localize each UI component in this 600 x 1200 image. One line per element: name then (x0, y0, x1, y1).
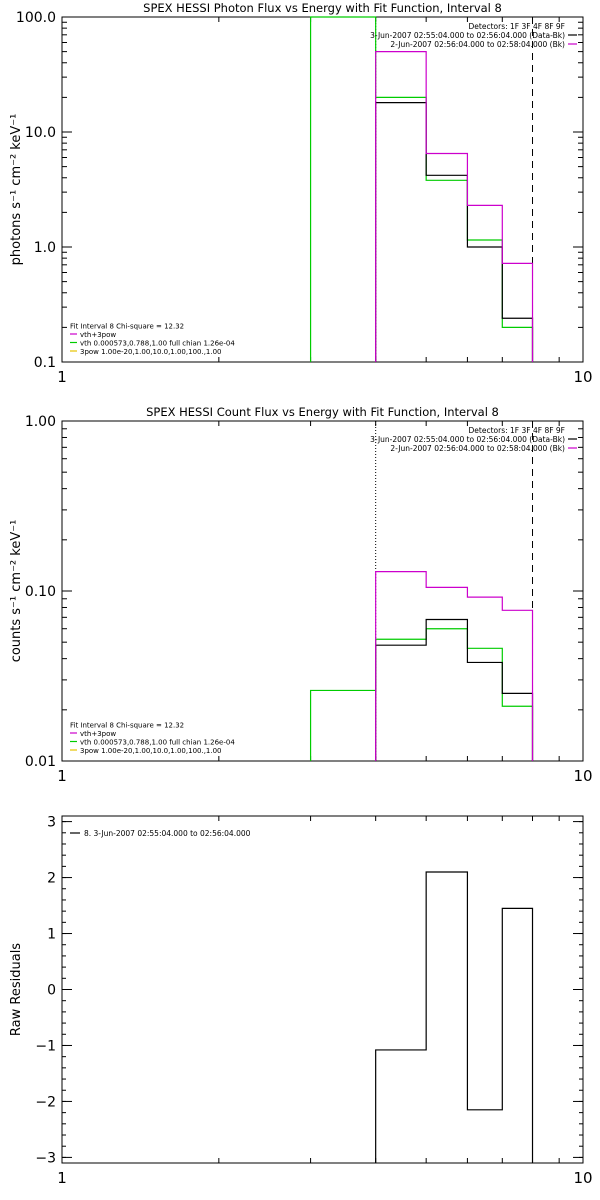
y-axis-label: photons s⁻¹ cm⁻² keV⁻¹ (9, 114, 24, 266)
y-tick-label: 10.0 (25, 125, 56, 141)
y-tick-label: 1.0 (34, 240, 56, 256)
chart-panel-count: SPEX HESSI Count Flux vs Energy with Fit… (9, 405, 593, 785)
x-tick-label: 10 (573, 368, 592, 386)
legend-entry: Detectors: 1F 3F 4F 8F 9F (469, 22, 565, 31)
x-tick-label: 1 (57, 368, 67, 386)
plot-frame (61, 815, 584, 1164)
y-tick-label: 3 (47, 815, 56, 831)
y-tick-label: 100.0 (16, 10, 56, 26)
y-tick-label: 2 (47, 871, 56, 887)
series-2-step-line (375, 571, 534, 761)
plot-frame (61, 16, 584, 363)
legend-entry: 2-Jun-2007 02:56:04.000 to 02:58:04.000 … (390, 444, 565, 453)
y-tick-label: 0.10 (25, 584, 56, 600)
y-tick-label: −2 (35, 1094, 56, 1110)
x-tick-label: 10 (573, 1169, 592, 1187)
x-tick-label: 1 (57, 767, 67, 785)
x-tick-label: 1 (57, 1169, 67, 1187)
legend-entry: 3pow 1.00e-20,1.00,10.0,1.00,100.,1.00 (80, 348, 222, 356)
legend-entry: Detectors: 1F 3F 4F 8F 9F (469, 426, 565, 435)
series-0-step-line (309, 628, 534, 761)
y-tick-label: 0.01 (25, 754, 56, 770)
legend-entry: 3-Jun-2007 02:55:04.000 to 02:56:04.000 … (370, 435, 565, 444)
legend-entry: vth+3pow (80, 730, 116, 738)
y-tick-label: 0.1 (34, 355, 56, 371)
chart-title: SPEX HESSI Count Flux vs Energy with Fit… (146, 405, 499, 419)
chart-panel-resid: Raw Residuals 1 10 −3 −2 −1 0 1 2 3 8. 3-Jun-2007 … (9, 815, 593, 1187)
y-tick-label: 0 (47, 983, 56, 999)
y-tick-label: −3 (35, 1150, 56, 1166)
plot-frame (61, 420, 584, 762)
y-tick-label: 1 (47, 927, 56, 943)
y-tick-label: −1 (35, 1038, 56, 1054)
series-0-step-line (375, 871, 534, 1163)
legend-entry: Fit Interval 8 Chi-square = 12.32 (70, 323, 184, 331)
y-axis-label: counts s⁻¹ cm⁻² keV⁻¹ (9, 520, 24, 663)
y-axis-label: Raw Residuals (9, 943, 24, 1036)
legend-entry: vth 0.000573,0.788,1.00 full chian 1.26e… (80, 340, 235, 348)
legend-entry: vth 0.000573,0.788,1.00 full chian 1.26e… (80, 739, 235, 747)
x-tick-label: 10 (573, 767, 592, 785)
legend-entry: Fit Interval 8 Chi-square = 12.32 (70, 722, 184, 730)
series-1-step-line (375, 618, 534, 761)
series-2-step-line (375, 51, 534, 362)
chart-title: SPEX HESSI Photon Flux vs Energy with Fi… (143, 1, 502, 15)
legend-entry: 3pow 1.00e-20,1.00,10.0,1.00,100.,1.00 (80, 747, 222, 755)
legend-entry: 8. 3-Jun-2007 02:55:04.000 to 02:56:04.0… (84, 829, 251, 838)
y-tick-label: 1.00 (25, 414, 56, 430)
legend-entry: 3-Jun-2007 02:55:04.000 to 02:56:04.000 … (370, 31, 565, 40)
legend-entry: vth+3pow (80, 331, 116, 339)
series-0-step-line (309, 16, 534, 362)
series-1-step-line (375, 102, 534, 362)
chart-panel-photon: SPEX HESSI Photon Flux vs Energy with Fi… (9, 1, 593, 386)
legend-entry: 2-Jun-2007 02:56:04.000 to 02:58:04.000 … (390, 40, 565, 49)
